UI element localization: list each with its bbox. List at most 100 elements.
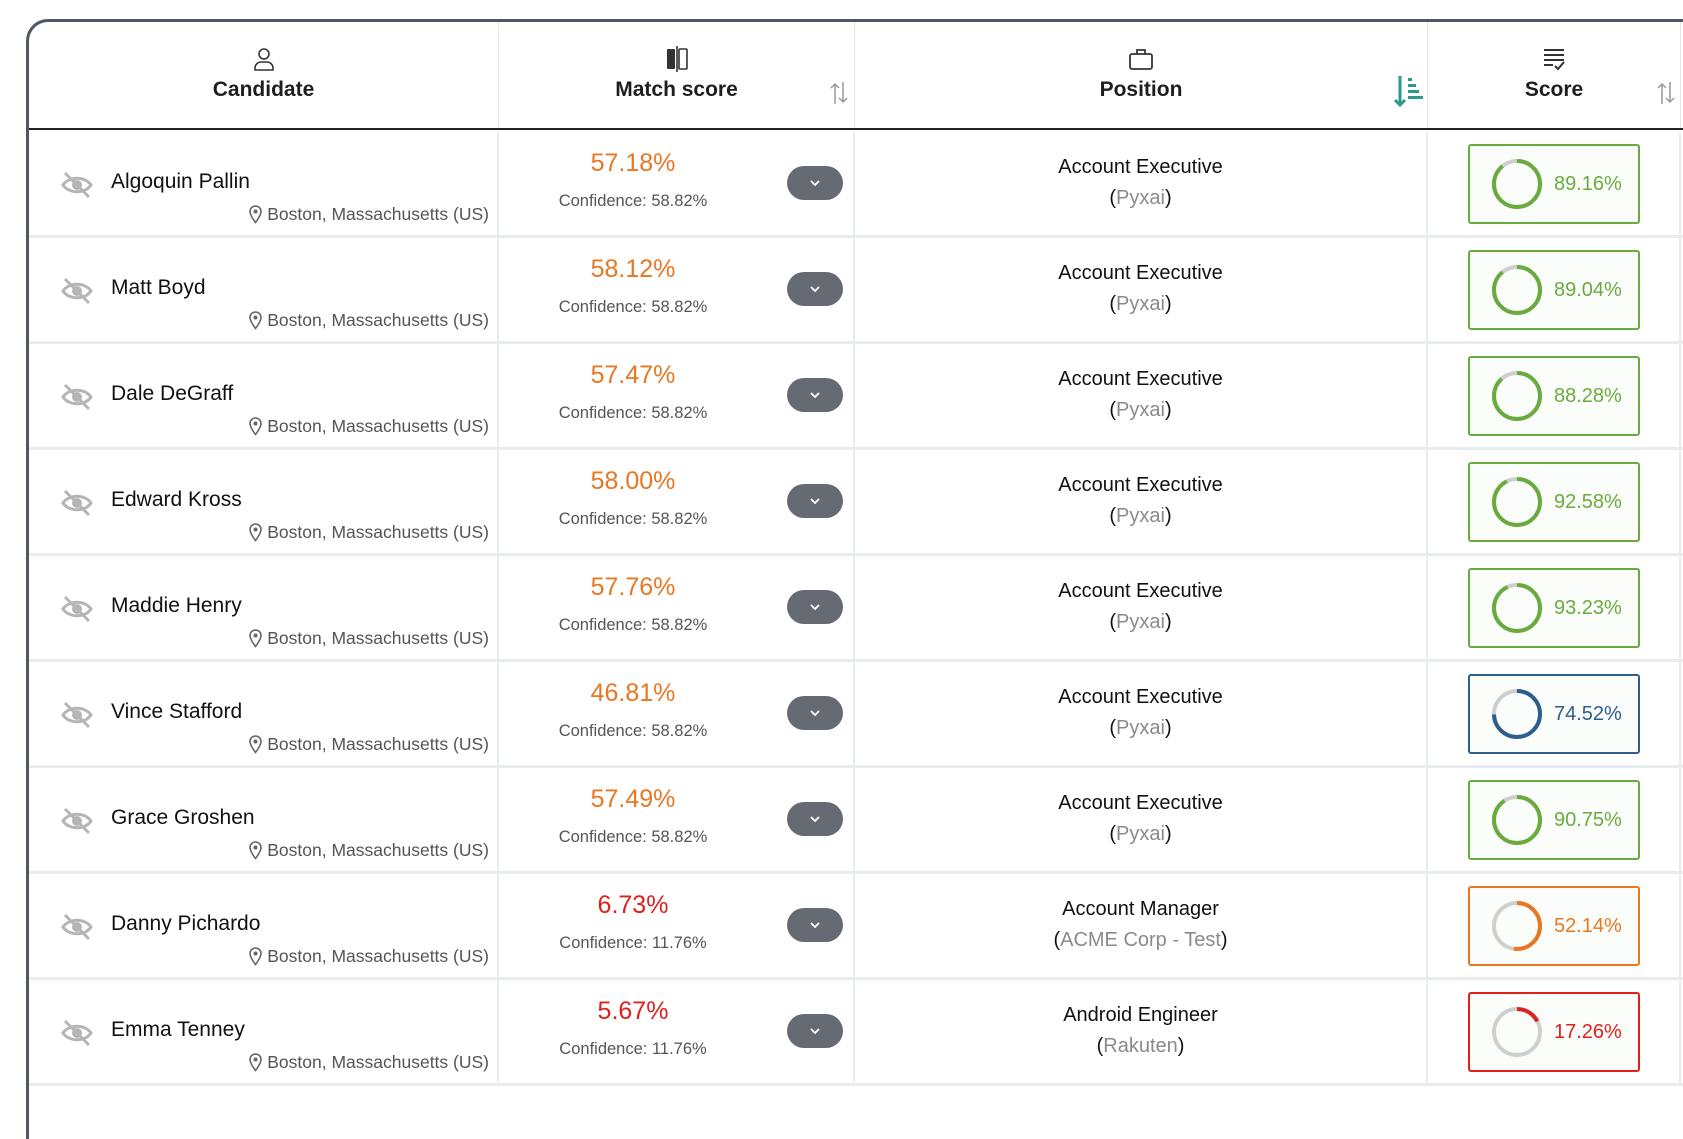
eye-slash-icon[interactable] [60, 698, 94, 732]
company-name[interactable]: Pyxai [1116, 505, 1165, 527]
company-name[interactable]: Pyxai [1116, 611, 1165, 633]
table-row[interactable]: Maddie Henry Boston, Massachusetts (US) … [29, 556, 1683, 662]
table-row[interactable]: Dale DeGraff Boston, Massachusetts (US) … [29, 344, 1683, 450]
position-title[interactable]: Account Executive [1058, 156, 1223, 178]
position-cell: Account Executive (Pyxai) [855, 344, 1428, 447]
score-cell: 92.58% [1428, 450, 1681, 553]
eye-slash-icon[interactable] [60, 592, 94, 626]
match-details-dropdown-button[interactable] [787, 1014, 843, 1048]
eye-slash-icon[interactable] [60, 804, 94, 838]
eye-slash-icon[interactable] [60, 274, 94, 308]
candidate-location: Boston, Massachusetts (US) [249, 204, 489, 225]
table-header: Candidate Match score Position [29, 22, 1683, 130]
column-header-match-score[interactable]: Match score [499, 22, 855, 128]
candidate-name[interactable]: Matt Boyd [111, 276, 206, 299]
position-cell: Account Executive (Pyxai) [855, 238, 1428, 341]
candidate-name[interactable]: Emma Tenney [111, 1018, 245, 1041]
candidate-name[interactable]: Danny Pichardo [111, 912, 261, 935]
candidate-cell: Grace Groshen Boston, Massachusetts (US) [29, 768, 499, 871]
score-badge[interactable]: 90.75% [1468, 780, 1640, 860]
column-header-candidate[interactable]: Candidate [29, 22, 499, 128]
company-name[interactable]: Pyxai [1116, 717, 1165, 739]
eye-slash-icon[interactable] [60, 168, 94, 202]
candidate-name[interactable]: Algoquin Pallin [111, 170, 250, 193]
match-confidence: Confidence: 58.82% [558, 616, 708, 634]
briefcase-icon [1129, 49, 1153, 70]
score-badge[interactable]: 89.16% [1468, 144, 1640, 224]
score-value: 74.52% [1554, 702, 1622, 725]
candidate-location: Boston, Massachusetts (US) [249, 840, 489, 861]
chevron-down-icon [810, 816, 820, 823]
candidate-name[interactable]: Maddie Henry [111, 594, 242, 617]
score-badge[interactable]: 74.52% [1468, 674, 1640, 754]
position-title[interactable]: Account Executive [1058, 262, 1223, 284]
match-details-dropdown-button[interactable] [787, 590, 843, 624]
score-badge[interactable]: 89.04% [1468, 250, 1640, 330]
location-text: Boston, Massachusetts (US) [267, 416, 489, 436]
position-title[interactable]: Account Manager [1062, 898, 1219, 920]
position-title[interactable]: Account Executive [1058, 686, 1223, 708]
candidate-name[interactable]: Dale DeGraff [111, 382, 234, 405]
candidate-name[interactable]: Vince Stafford [111, 700, 243, 723]
match-confidence: Confidence: 58.82% [558, 192, 708, 210]
match-details-dropdown-button[interactable] [787, 908, 843, 942]
eye-slash-icon[interactable] [60, 910, 94, 944]
score-badge[interactable]: 17.26% [1468, 992, 1640, 1072]
sort-icon[interactable] [829, 80, 849, 106]
match-score-cell: 57.76% Confidence: 58.82% [499, 556, 855, 659]
candidate-location: Boston, Massachusetts (US) [249, 734, 489, 755]
company-name[interactable]: Pyxai [1116, 823, 1165, 845]
eye-slash-icon[interactable] [60, 1016, 94, 1050]
match-score-value: 46.81% [590, 679, 676, 707]
company-name[interactable]: Pyxai [1116, 187, 1165, 209]
match-score-cell: 58.12% Confidence: 58.82% [499, 238, 855, 341]
table-row[interactable]: Edward Kross Boston, Massachusetts (US) … [29, 450, 1683, 556]
position-cell: Account Manager (ACME Corp - Test) [855, 874, 1428, 977]
match-details-dropdown-button[interactable] [787, 696, 843, 730]
match-details-dropdown-button[interactable] [787, 166, 843, 200]
match-confidence: Confidence: 11.76% [559, 1040, 707, 1058]
position-cell: Account Executive (Pyxai) [855, 132, 1428, 235]
column-header-score[interactable]: Score [1428, 22, 1681, 128]
table-body: Algoquin Pallin Boston, Massachusetts (U… [29, 132, 1683, 1086]
eye-slash-icon[interactable] [60, 486, 94, 520]
position-title[interactable]: Android Engineer [1063, 1004, 1218, 1026]
match-details-dropdown-button[interactable] [787, 272, 843, 306]
match-confidence: Confidence: 58.82% [558, 510, 708, 528]
chevron-down-icon [810, 180, 820, 187]
table-row[interactable]: Vince Stafford Boston, Massachusetts (US… [29, 662, 1683, 768]
table-row[interactable]: Matt Boyd Boston, Massachusetts (US) 58.… [29, 238, 1683, 344]
position-title[interactable]: Account Executive [1058, 580, 1223, 602]
score-badge[interactable]: 52.14% [1468, 886, 1640, 966]
table-row[interactable]: Danny Pichardo Boston, Massachusetts (US… [29, 874, 1683, 980]
score-value: 89.16% [1554, 172, 1622, 195]
column-title-match-score: Match score [615, 78, 738, 101]
table-row[interactable]: Emma Tenney Boston, Massachusetts (US) 5… [29, 980, 1683, 1086]
score-badge[interactable]: 92.58% [1468, 462, 1640, 542]
compare-icon [666, 46, 688, 72]
position-title[interactable]: Account Executive [1058, 474, 1223, 496]
company-name[interactable]: Pyxai [1116, 399, 1165, 421]
match-details-dropdown-button[interactable] [787, 802, 843, 836]
candidate-name[interactable]: Grace Groshen [111, 806, 255, 829]
company-name[interactable]: Rakuten [1103, 1035, 1178, 1057]
match-details-dropdown-button[interactable] [787, 484, 843, 518]
location-text: Boston, Massachusetts (US) [267, 522, 489, 542]
position-title[interactable]: Account Executive [1058, 792, 1223, 814]
table-row[interactable]: Grace Groshen Boston, Massachusetts (US)… [29, 768, 1683, 874]
candidate-name[interactable]: Edward Kross [111, 488, 242, 511]
sort-icon[interactable] [1656, 80, 1676, 106]
score-badge[interactable]: 88.28% [1468, 356, 1640, 436]
score-badge[interactable]: 93.23% [1468, 568, 1640, 648]
company-name[interactable]: Pyxai [1116, 293, 1165, 315]
score-progress-ring [1492, 159, 1542, 209]
table-row[interactable]: Algoquin Pallin Boston, Massachusetts (U… [29, 132, 1683, 238]
score-progress-ring [1492, 1007, 1542, 1057]
eye-slash-icon[interactable] [60, 380, 94, 414]
chevron-down-icon [810, 498, 820, 505]
match-details-dropdown-button[interactable] [787, 378, 843, 412]
sort-descending-icon[interactable] [1393, 74, 1425, 108]
company-name[interactable]: ACME Corp - Test [1060, 929, 1221, 951]
column-header-position[interactable]: Position [855, 22, 1428, 128]
position-title[interactable]: Account Executive [1058, 368, 1223, 390]
